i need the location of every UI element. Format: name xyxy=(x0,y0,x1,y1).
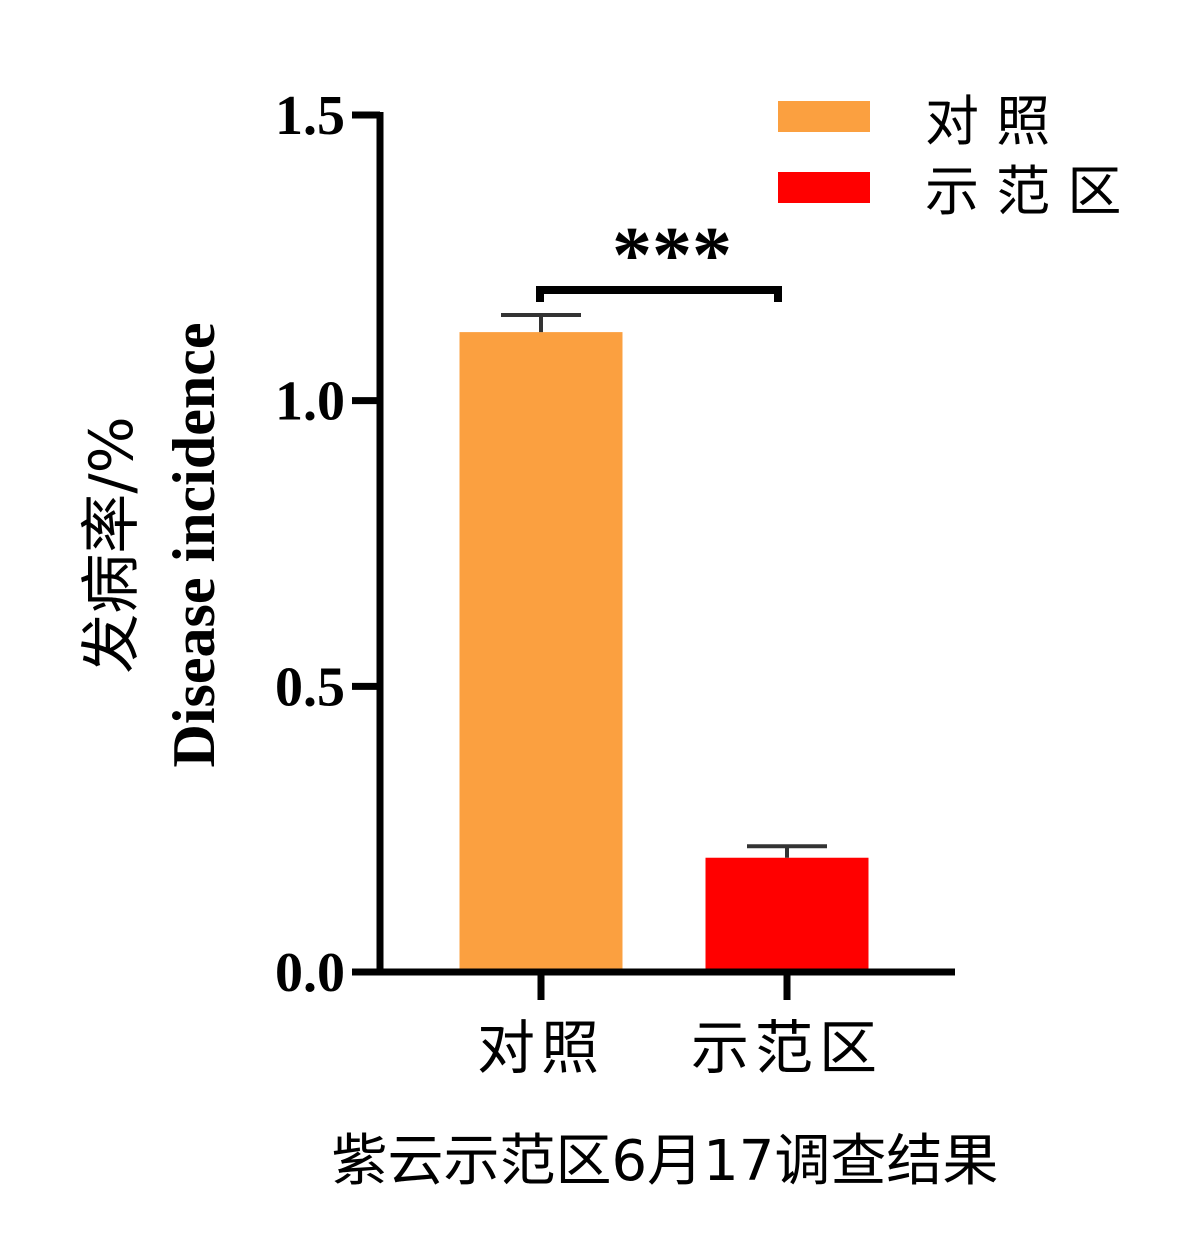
y-axis-title-en: Disease incidence xyxy=(161,323,227,768)
y-axis-title-cn: 发病率/% xyxy=(77,416,147,673)
x-ticks-group: 对照 示范区 xyxy=(477,972,883,1082)
bar-control xyxy=(459,332,623,972)
legend-swatch-control xyxy=(778,101,870,132)
x-tick-label-demo: 示范区 xyxy=(691,1014,883,1082)
y-tick-label: 1.5 xyxy=(275,85,345,147)
y-tick-label: 0.0 xyxy=(275,942,345,1004)
legend: 对 照 示 范 区 xyxy=(778,90,1121,223)
x-tick-label-control: 对照 xyxy=(477,1014,605,1082)
significance-label: *** xyxy=(612,212,732,300)
legend-swatch-demo xyxy=(778,172,870,203)
significance-bracket: *** xyxy=(536,212,782,302)
y-axis-label-en: Disease incidence xyxy=(161,323,227,768)
y-tick-label: 1.0 xyxy=(275,371,345,433)
bars-group xyxy=(459,332,869,972)
chart-caption: 紫云示范区6月17调查结果 xyxy=(332,1129,999,1194)
legend-label-demo: 示 范 区 xyxy=(925,160,1121,223)
legend-label-control: 对 照 xyxy=(925,90,1050,153)
y-tick-label: 0.5 xyxy=(275,656,345,718)
y-ticks-group: 0.0 0.5 1.0 1.5 xyxy=(275,85,380,1004)
bar-demo xyxy=(705,857,869,972)
y-axis-label-cn: 发病率/% xyxy=(77,416,147,673)
error-bars-group xyxy=(501,312,827,858)
